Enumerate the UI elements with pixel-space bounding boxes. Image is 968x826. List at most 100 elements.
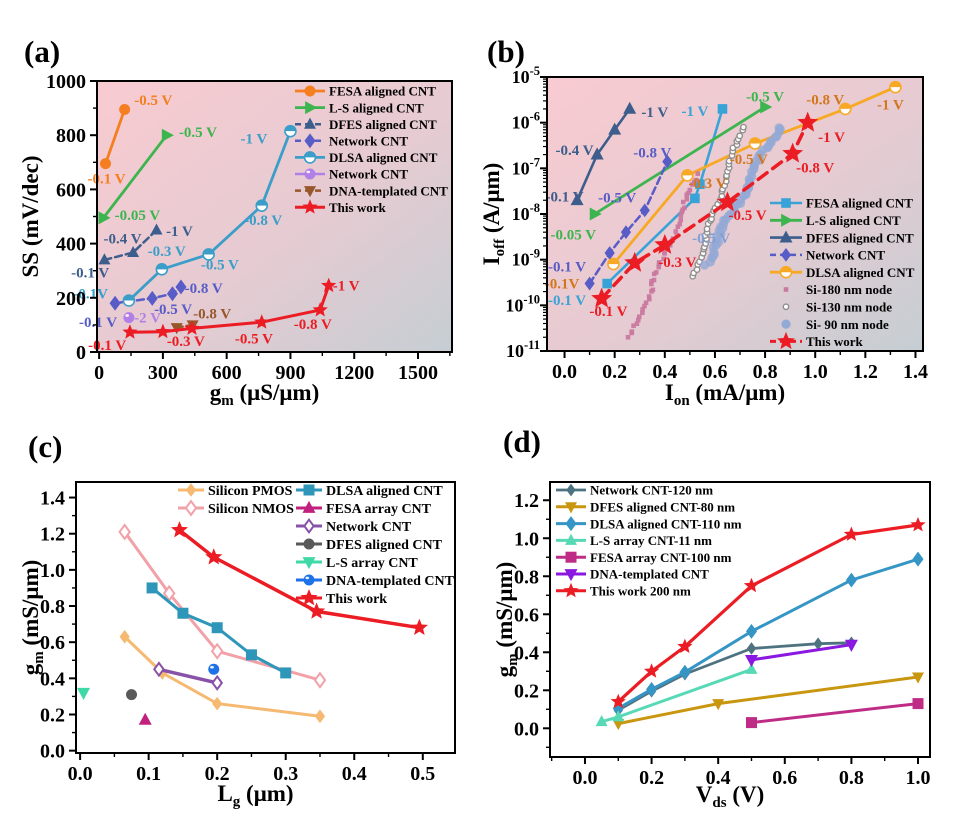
svg-text:0.2: 0.2 (639, 767, 664, 789)
series-this-work (591, 111, 819, 308)
legend-label-si-90-nm-node: Si- 90 nm node (806, 317, 889, 332)
annotation-voltage: -1 V (877, 97, 904, 113)
series-l-s-aligned-cnt (98, 128, 174, 225)
panel-label: (b) (487, 34, 525, 69)
svg-text:0.3: 0.3 (273, 763, 298, 785)
series-fesa-aligned-cnt (100, 103, 131, 170)
legend-label-dlsa-aligned-cnt: DLSA aligned CNT (806, 265, 915, 280)
legend-label-this-work-200-nm: This work 200 nm (590, 583, 691, 598)
legend-label-dfes-aligned-cnt: DFES aligned CNT (806, 230, 914, 245)
series-dfes-aligned-cnt (98, 223, 163, 265)
x-axis: 0.0 0.2 0.4 0.6 0.8 1.0 1.2 1.4 (552, 351, 928, 383)
svg-text:200: 200 (56, 288, 86, 310)
series-dlsa-aligned-cnt (122, 124, 297, 307)
svg-text:10-5: 10-5 (512, 64, 540, 87)
legend-label-dna-templated-cnt: DNA-templated CNT (590, 567, 709, 582)
svg-text:0.2: 0.2 (205, 763, 230, 785)
annotation-voltage: -0.5 V (235, 331, 273, 347)
legend-label-si-180-nm-node: Si-180 nm node (806, 282, 892, 297)
svg-text:1.0: 1.0 (514, 528, 539, 550)
annotation-voltage: -1 V (166, 224, 193, 240)
annotation-voltage: -0.4 V (103, 232, 141, 248)
series-dna-templated-cnt (744, 639, 858, 668)
svg-text:0.2: 0.2 (514, 680, 539, 702)
series-silicon-pmos (119, 629, 326, 724)
legend-label-si-130-nm-node: Si-130 nm node (806, 299, 892, 314)
annotation-voltage: -0.8 V (193, 307, 231, 323)
y-axis: 0.0 0.2 0.4 0.6 0.8 1.0 1.2 1.4 (40, 488, 76, 763)
series-l-s-array-cnt (77, 687, 91, 700)
annotation-voltage: -0.5 V (201, 258, 239, 274)
legend-label-dfes-aligned-cnt-80-nm: DFES aligned CNT-80 nm (590, 499, 735, 514)
annotation-voltage: -0.8 V (633, 146, 671, 162)
svg-text:1.2: 1.2 (40, 524, 65, 546)
annotation-voltage: -0.5 V (154, 302, 192, 318)
legend-label-dfes-aligned-cnt: DFES aligned CNT (329, 117, 437, 132)
series-network-cnt (123, 312, 135, 324)
series-fesa-aligned-cnt (602, 104, 728, 289)
svg-text:0: 0 (76, 342, 86, 364)
annotation-voltage: -0.3 V (167, 334, 205, 350)
svg-text:0.6: 0.6 (514, 604, 539, 626)
legend-label-network-cnt: Network CNT (806, 248, 885, 263)
svg-text:0.8: 0.8 (40, 596, 65, 618)
svg-text:1.4: 1.4 (903, 361, 928, 383)
annotation-voltage: -0.8 V (796, 160, 834, 176)
annotation-voltage: -0.1 V (548, 293, 586, 309)
annotation-voltage: -0.3 V (658, 255, 696, 271)
legend-label-l-s-array-cnt-11-nm: L-S array CNT-11 nm (590, 533, 712, 548)
series-dlsa-aligned-cnt (607, 80, 902, 271)
svg-text:1.4: 1.4 (40, 488, 65, 510)
series-dfes-aligned-cnt (570, 101, 637, 206)
annotation-voltage: -0.1 V (546, 190, 584, 206)
legend-label-fesa-array-cnt: FESA array CNT (326, 502, 432, 517)
svg-text:0.8: 0.8 (839, 767, 864, 789)
svg-text:0.2: 0.2 (40, 704, 65, 726)
legend-label-dlsa-aligned-cnt: DLSA aligned CNT (326, 484, 443, 499)
x-axis-title: Ion (mA/μm) (665, 380, 785, 409)
svg-text:0.0: 0.0 (552, 361, 577, 383)
annotation-voltage: -1 V (641, 105, 668, 121)
annotation-voltage: -1 V (681, 104, 708, 120)
series-network-cnt (584, 154, 673, 291)
svg-text:0.0: 0.0 (572, 767, 597, 789)
series-l-s-aligned-cnt (589, 100, 773, 221)
svg-text:0.0: 0.0 (40, 741, 65, 763)
plot-background (97, 81, 452, 352)
annotation-voltage: -0.5 V (134, 93, 172, 109)
legend-label-silicon-pmos: Silicon PMOS (208, 484, 293, 499)
svg-text:600: 600 (56, 179, 86, 201)
y-axis: 0 200 400 600 800 1000 (46, 71, 97, 364)
svg-text:1.0: 1.0 (803, 361, 828, 383)
annotation-voltage: -0.5 V (729, 208, 767, 224)
legend: DLSA aligned CNT FESA array CNT Network CN… (296, 484, 455, 607)
panel-b: -0.1 V-0.4 V-1 V-0.05 V-0.5 V-0.1 V-1 V-… (479, 34, 928, 409)
y-axis-title: gm (mS/μm) (492, 562, 521, 678)
svg-text:0.6: 0.6 (702, 361, 727, 383)
series-this-work-200-nm (610, 516, 926, 709)
panel-label: (d) (503, 424, 541, 459)
annotation-voltage: -0.05 V (115, 208, 161, 224)
annotation-voltage: -1 V (240, 131, 267, 147)
legend-label-fesa-aligned-cnt: FESA aligned CNT (806, 196, 913, 211)
series-dna-templated-cnt (208, 663, 220, 675)
svg-text:0.4: 0.4 (652, 361, 677, 383)
legend-label-network-cnt: Network CNT (329, 167, 408, 182)
annotation-voltage: -0.8 V (244, 213, 282, 229)
svg-text:10-8: 10-8 (512, 201, 540, 224)
legend-label-this-work: This work (806, 334, 863, 349)
legend-label-network-cnt: Network CNT (329, 133, 408, 148)
svg-text:0.5: 0.5 (410, 763, 435, 785)
svg-text:10-9: 10-9 (512, 247, 540, 270)
svg-text:1.2: 1.2 (853, 361, 878, 383)
legend-label-dna-templated-cnt: DNA-templated CNT (329, 183, 448, 198)
legend-label-dfes-aligned-cnt: DFES aligned CNT (326, 538, 443, 553)
y-axis-title: Ioff (A/μm) (479, 163, 508, 266)
x-axis: 0.0 0.1 0.2 0.3 0.4 0.5 (68, 753, 435, 785)
annotation-voltage: -0.1V (545, 277, 580, 293)
legend-label-this-work: This work (326, 592, 387, 607)
x-axis: 0.0 0.2 0.4 0.6 0.8 1.0 (550, 757, 931, 789)
svg-text:0.6: 0.6 (772, 767, 797, 789)
